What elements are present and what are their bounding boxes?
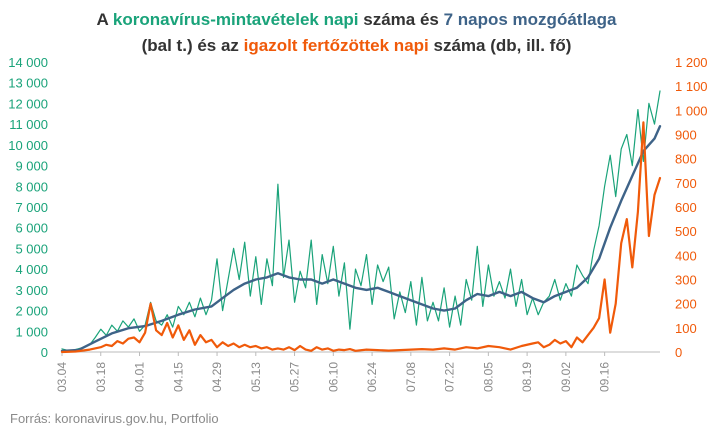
right-axis-tick-label: 100 <box>675 321 697 336</box>
chart-title-line-2: (bal t.) és az igazolt fertőzöttek napi … <box>0 33 713 59</box>
right-axis-tick-label: 800 <box>675 152 697 167</box>
source-note: Forrás: koronavirus.gov.hu, Portfolio <box>10 411 219 426</box>
right-axis-tick-label: 500 <box>675 224 697 239</box>
left-axis-tick-label: 5 000 <box>15 241 48 256</box>
right-axis-tick-label: 1 100 <box>675 79 708 94</box>
x-axis-tick-label: 04.15 <box>171 362 185 392</box>
x-axis-tick-label: 06.10 <box>326 362 340 392</box>
title-segment: 7 napos mozgóátlaga <box>443 10 617 29</box>
x-axis-tick-label: 04.01 <box>133 362 147 392</box>
x-axis-tick-label: 08.05 <box>481 362 495 392</box>
left-axis-tick-label: 10 000 <box>8 138 48 153</box>
x-axis-tick-label: 09.02 <box>559 362 573 392</box>
x-axis-tick-label: 09.16 <box>598 362 612 392</box>
left-axis-tick-label: 13 000 <box>8 76 48 91</box>
right-axis-tick-label: 400 <box>675 248 697 263</box>
left-axis-tick-label: 6 000 <box>15 221 48 236</box>
left-axis-tick-label: 8 000 <box>15 179 48 194</box>
title-segment: koronavírus-mintavételek napi <box>112 10 359 29</box>
x-axis-tick-label: 05.13 <box>249 362 263 392</box>
left-axis-tick-label: 4 000 <box>15 262 48 277</box>
right-axis-tick-label: 300 <box>675 273 697 288</box>
right-axis-tick-label: 600 <box>675 200 697 215</box>
left-axis-tick-label: 14 000 <box>8 55 48 70</box>
x-axis-tick-label: 07.08 <box>404 362 418 392</box>
series-line-cases <box>60 121 662 354</box>
x-axis-tick-label: 05.27 <box>288 362 302 392</box>
right-axis-tick-label: 700 <box>675 176 697 191</box>
right-axis-tick-label: 1 000 <box>675 103 708 118</box>
title-segment: (bal t.) és az <box>141 36 244 55</box>
right-axis-tick-label: 200 <box>675 297 697 312</box>
left-axis-tick-label: 1 000 <box>15 324 48 339</box>
x-axis-tick-label: 07.22 <box>443 362 457 392</box>
left-axis-tick-label: 2 000 <box>15 304 48 319</box>
x-axis-tick-label: 04.29 <box>210 362 224 392</box>
left-axis-tick-label: 7 000 <box>15 200 48 215</box>
title-segment: A <box>96 10 113 29</box>
left-axis-tick-label: 3 000 <box>15 283 48 298</box>
left-axis-tick-label: 0 <box>41 345 48 360</box>
right-axis-tick-label: 1 200 <box>675 55 708 70</box>
x-axis-tick-label: 03.18 <box>94 362 108 392</box>
x-axis-tick-label: 06.24 <box>365 362 379 392</box>
title-segment: igazolt fertőzöttek napi <box>243 36 429 55</box>
x-axis-tick-label: 08.19 <box>520 362 534 392</box>
series-line-moving-average <box>60 125 662 353</box>
title-segment: száma (db, ill. fő) <box>428 36 572 55</box>
chart-title: A koronavírus-mintavételek napi száma és… <box>0 7 713 59</box>
left-axis-tick-label: 12 000 <box>8 96 48 111</box>
title-segment: száma és <box>358 10 444 29</box>
chart-title-line-1: A koronavírus-mintavételek napi száma és… <box>0 7 713 33</box>
series-line-tests <box>61 90 661 352</box>
left-axis-tick-label: 9 000 <box>15 159 48 174</box>
right-axis-tick-label: 0 <box>675 345 682 360</box>
x-axis-tick-label: 03.04 <box>55 362 69 392</box>
right-axis-tick-label: 900 <box>675 128 697 143</box>
left-axis-tick-label: 11 000 <box>9 117 48 132</box>
